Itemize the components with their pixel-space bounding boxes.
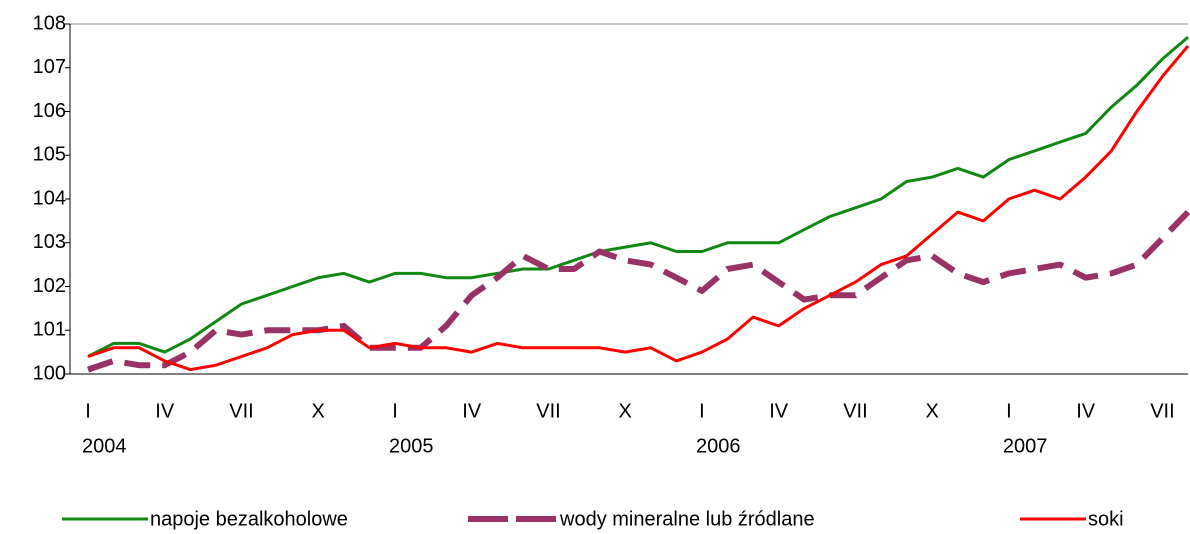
- series-line: [87, 35, 1189, 358]
- y-tick-label: 106: [33, 100, 66, 122]
- y-tick-label: 108: [33, 12, 66, 34]
- series-line: [87, 210, 1190, 373]
- year-label: 2007: [1003, 435, 1047, 457]
- x-tick-label: VII: [843, 400, 867, 422]
- x-tick-label: I: [85, 400, 91, 422]
- year-label: 2005: [389, 435, 434, 457]
- y-tick-label: 100: [33, 362, 66, 384]
- x-tick-label: IV: [462, 400, 482, 422]
- legend-label: napoje bezalkoholowe: [150, 508, 348, 530]
- y-tick-label: 103: [33, 231, 66, 253]
- x-tick-label: X: [926, 400, 939, 422]
- x-tick-label: I: [699, 400, 705, 422]
- year-label: 2004: [82, 435, 127, 457]
- legend-label: soki: [1088, 508, 1124, 530]
- y-tick-label: 105: [33, 144, 66, 166]
- y-tick-label: 102: [33, 275, 66, 297]
- y-tick-label: 107: [33, 56, 66, 78]
- x-tick-label: IV: [155, 400, 175, 422]
- x-tick-label: X: [619, 400, 632, 422]
- x-tick-label: I: [1006, 400, 1012, 422]
- y-tick-label: 104: [33, 187, 66, 209]
- legend-label: wody mineralne lub źródlane: [559, 508, 815, 530]
- x-tick-label: X: [312, 400, 325, 422]
- x-tick-label: VII: [1150, 400, 1174, 422]
- x-tick-label: I: [392, 400, 398, 422]
- series-line: [87, 44, 1190, 372]
- x-tick-label: VII: [536, 400, 560, 422]
- y-tick-label: 101: [33, 319, 66, 341]
- x-tick-label: IV: [1076, 400, 1096, 422]
- x-tick-label: VII: [229, 400, 253, 422]
- x-tick-label: IV: [769, 400, 789, 422]
- year-label: 2006: [696, 435, 741, 457]
